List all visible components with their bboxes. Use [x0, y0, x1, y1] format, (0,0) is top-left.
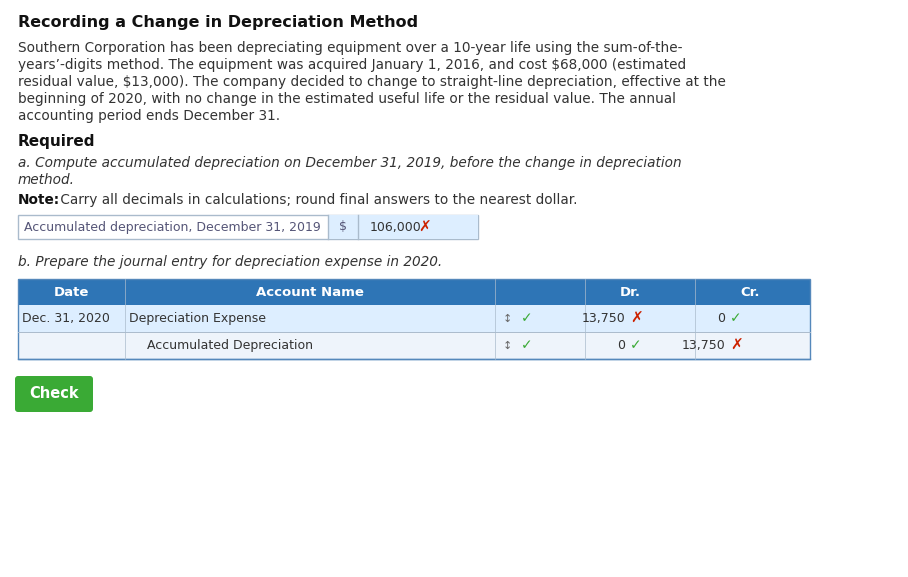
Text: Recording a Change in Depreciation Method: Recording a Change in Depreciation Metho…	[18, 15, 418, 30]
Text: ✓: ✓	[521, 312, 533, 325]
Bar	[18, 332, 810, 359]
Bar	[18, 279, 810, 305]
Text: Note:: Note:	[18, 193, 60, 207]
Text: Southern Corporation has been depreciating equipment over a 10-year life using t: Southern Corporation has been depreciati…	[18, 41, 683, 55]
Text: 0: 0	[617, 339, 625, 352]
Text: a. Compute accumulated depreciation on December 31, 2019, before the change in d: a. Compute accumulated depreciation on D…	[18, 156, 682, 170]
Bar	[18, 279, 810, 359]
Text: Check: Check	[29, 387, 79, 402]
Text: Dr.: Dr.	[619, 286, 640, 298]
Text: Accumulated Depreciation: Accumulated Depreciation	[147, 339, 313, 352]
Text: ✓: ✓	[521, 339, 533, 353]
Text: 106,000: 106,000	[370, 220, 421, 234]
FancyBboxPatch shape	[15, 376, 93, 412]
Text: ✗: ✗	[630, 311, 643, 326]
Text: Carry all decimals in calculations; round final answers to the nearest dollar.: Carry all decimals in calculations; roun…	[56, 193, 577, 207]
Text: 13,750: 13,750	[681, 339, 725, 352]
Text: Account Name: Account Name	[256, 286, 364, 298]
Text: 0: 0	[717, 312, 725, 325]
Text: ✓: ✓	[730, 312, 742, 325]
Text: ✗: ✗	[730, 338, 743, 353]
Bar	[18, 215, 478, 239]
Text: Depreciation Expense: Depreciation Expense	[129, 312, 266, 325]
Text: accounting period ends December 31.: accounting period ends December 31.	[18, 109, 281, 123]
Text: Required: Required	[18, 134, 95, 149]
Text: Accumulated depreciation, December 31, 2019: Accumulated depreciation, December 31, 2…	[24, 220, 321, 234]
Text: ✓: ✓	[630, 339, 642, 353]
Text: $: $	[339, 220, 347, 234]
Bar	[18, 305, 810, 332]
Text: residual value, $13,000). The company decided to change to straight-line depreci: residual value, $13,000). The company de…	[18, 75, 725, 89]
Text: years’-digits method. The equipment was acquired January 1, 2016, and cost $68,0: years’-digits method. The equipment was …	[18, 58, 686, 72]
Bar	[358, 215, 478, 239]
Text: Dec. 31, 2020: Dec. 31, 2020	[22, 312, 110, 325]
Text: Cr.: Cr.	[740, 286, 760, 298]
Bar	[328, 215, 358, 239]
Text: ✗: ✗	[418, 219, 430, 234]
Text: Date: Date	[54, 286, 89, 298]
Text: ↕: ↕	[503, 313, 512, 324]
Text: b. Prepare the journal entry for depreciation expense in 2020.: b. Prepare the journal entry for depreci…	[18, 255, 442, 269]
Text: ↕: ↕	[503, 340, 512, 350]
Text: beginning of 2020, with no change in the estimated useful life or the residual v: beginning of 2020, with no change in the…	[18, 92, 676, 106]
Text: 13,750: 13,750	[581, 312, 625, 325]
Text: method.: method.	[18, 173, 75, 187]
